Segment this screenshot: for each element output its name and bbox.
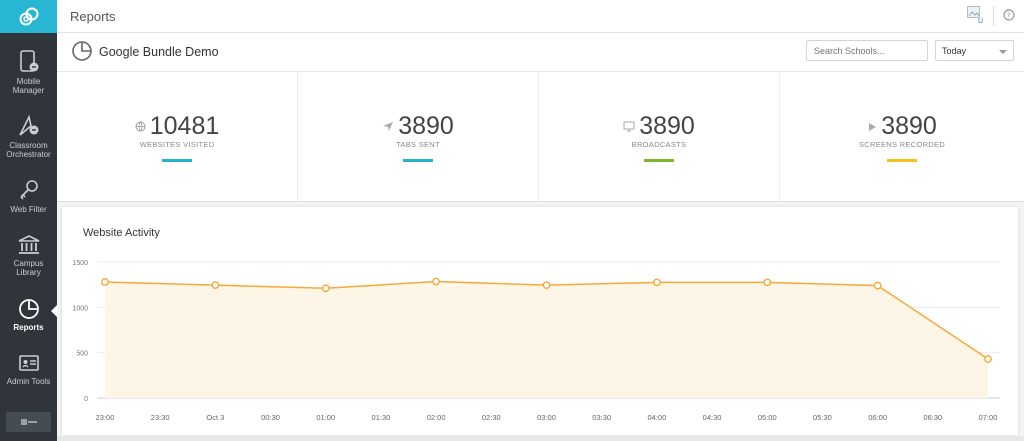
stat-value: 10481 xyxy=(149,112,220,140)
dashboard-title: Google Bundle Demo xyxy=(99,45,219,59)
stat-tabs-sent: 3890 TABS SENT xyxy=(298,72,539,201)
x-tick-label: 01:30 xyxy=(372,413,391,422)
stat-screens-recorded: 3890 SCREENS RECORDED xyxy=(780,72,1024,201)
stat-label: SCREENS RECORDED xyxy=(858,140,946,149)
x-tick-label: 00:30 xyxy=(261,413,280,422)
stat-label: BROADCASTS xyxy=(631,140,687,149)
sidebar: Mobile Manager Classroom Orchestrator We… xyxy=(0,0,57,441)
stat-accent-bar xyxy=(162,159,192,162)
data-point xyxy=(542,281,551,290)
page-title: Reports xyxy=(70,9,116,24)
avatar[interactable]: U xyxy=(967,6,985,24)
divider xyxy=(993,6,994,26)
stat-accent-bar xyxy=(403,159,433,162)
admin-icon xyxy=(18,355,39,371)
sidebar-item-label: Mobile Manager xyxy=(12,77,45,95)
pie-chart-icon xyxy=(18,299,39,319)
stat-websites-visited: 10481 WEBSITES VISITED xyxy=(57,72,298,201)
sidebar-item-label: Campus Library xyxy=(13,259,44,277)
x-tick-label: 05:00 xyxy=(758,413,777,422)
x-tick-label: 23:30 xyxy=(151,413,170,422)
website-activity-card: Website Activity 0 500 1000 1500 23:00 23:30 O… xyxy=(62,207,1018,435)
collapse-icon xyxy=(20,419,37,425)
card-title: Website Activity xyxy=(83,227,160,239)
y-tick-label: 1000 xyxy=(72,305,88,312)
x-tick-label: 04:30 xyxy=(703,413,722,422)
sidebar-item-admin-tools[interactable]: Admin Tools xyxy=(0,354,57,386)
data-point xyxy=(652,278,661,287)
help-icon[interactable]: ? xyxy=(1003,9,1015,21)
top-bar: Reports U ? xyxy=(57,0,1024,33)
app-logo[interactable] xyxy=(0,0,57,33)
x-tick-label: 07:00 xyxy=(979,413,998,422)
sidebar-item-label: Admin Tools xyxy=(6,377,51,386)
pie-chart-icon xyxy=(72,41,92,61)
x-tick-label: 03:00 xyxy=(537,413,556,422)
stat-value: 3890 xyxy=(881,112,937,140)
stats-panel: 10481 WEBSITES VISITED 3890 TABS SENT 38… xyxy=(57,72,1024,202)
active-indicator xyxy=(51,305,57,317)
mobile-icon xyxy=(19,50,38,72)
data-point xyxy=(211,281,220,290)
stat-broadcasts: 3890 BROADCASTS xyxy=(539,72,780,201)
sidebar-item-label: Web Filter xyxy=(10,205,47,214)
date-range-value: Today xyxy=(942,46,967,56)
data-point xyxy=(763,278,772,287)
x-tick-label: 05:30 xyxy=(813,413,832,422)
sidebar-item-label: Classroom Orchestrator xyxy=(6,141,51,159)
data-point xyxy=(432,277,441,286)
y-tick-label: 0 xyxy=(84,396,88,403)
stat-value: 3890 xyxy=(639,112,695,140)
website-activity-chart: 0 500 1000 1500 23:00 23:30 Oct 3 00:30 01:00 01:… xyxy=(72,260,1000,422)
sidebar-item-reports[interactable]: Reports xyxy=(0,298,57,332)
key-icon xyxy=(19,180,38,200)
collapse-button[interactable] xyxy=(6,412,51,432)
sidebar-item-label: Reports xyxy=(13,323,44,332)
stat-accent-bar xyxy=(887,159,917,162)
date-range-select[interactable]: Today xyxy=(935,40,1014,61)
data-point xyxy=(101,278,109,286)
x-tick-label: 04:00 xyxy=(647,413,666,422)
sidebar-item-mobile-manager[interactable]: Mobile Manager xyxy=(0,50,57,95)
chevron-down-icon xyxy=(999,50,1007,54)
x-tick-label: Oct 3 xyxy=(206,413,224,422)
search-schools-input[interactable] xyxy=(806,40,928,61)
x-tick-label: 23:00 xyxy=(96,413,115,422)
globe-icon xyxy=(135,121,146,132)
logo-icon xyxy=(19,7,38,25)
x-tick-label: 06:00 xyxy=(868,413,887,422)
area-fill xyxy=(105,281,988,398)
svg-text:?: ? xyxy=(1007,12,1011,20)
sidebar-item-web-filter[interactable]: Web Filter xyxy=(0,178,57,214)
y-tick-label: 1500 xyxy=(72,260,88,267)
orchestrator-icon xyxy=(18,114,38,136)
stat-accent-bar xyxy=(644,159,674,162)
x-tick-label: 02:30 xyxy=(482,413,501,422)
sidebar-item-classroom-orchestrator[interactable]: Classroom Orchestrator xyxy=(0,114,57,159)
x-tick-label: 03:30 xyxy=(592,413,611,422)
monitor-icon xyxy=(623,121,635,132)
svg-text:U: U xyxy=(978,17,983,24)
stat-label: TABS SENT xyxy=(396,140,440,149)
x-tick-label: 01:00 xyxy=(316,413,335,422)
stat-label: WEBSITES VISITED xyxy=(139,140,215,149)
x-tick-label: 06:30 xyxy=(923,413,942,422)
data-point xyxy=(873,281,882,290)
dashboard-header: Google Bundle Demo Today xyxy=(57,33,1024,72)
data-point xyxy=(984,355,992,363)
sidebar-item-campus-library[interactable]: Campus Library xyxy=(0,234,57,277)
data-point xyxy=(321,284,330,293)
x-tick-label: 02:00 xyxy=(427,413,446,422)
send-icon xyxy=(383,122,394,131)
library-icon xyxy=(18,235,39,254)
y-tick-label: 500 xyxy=(76,351,88,358)
stat-value: 3890 xyxy=(398,112,454,140)
footer-strip xyxy=(57,436,1024,441)
play-icon xyxy=(869,122,877,131)
